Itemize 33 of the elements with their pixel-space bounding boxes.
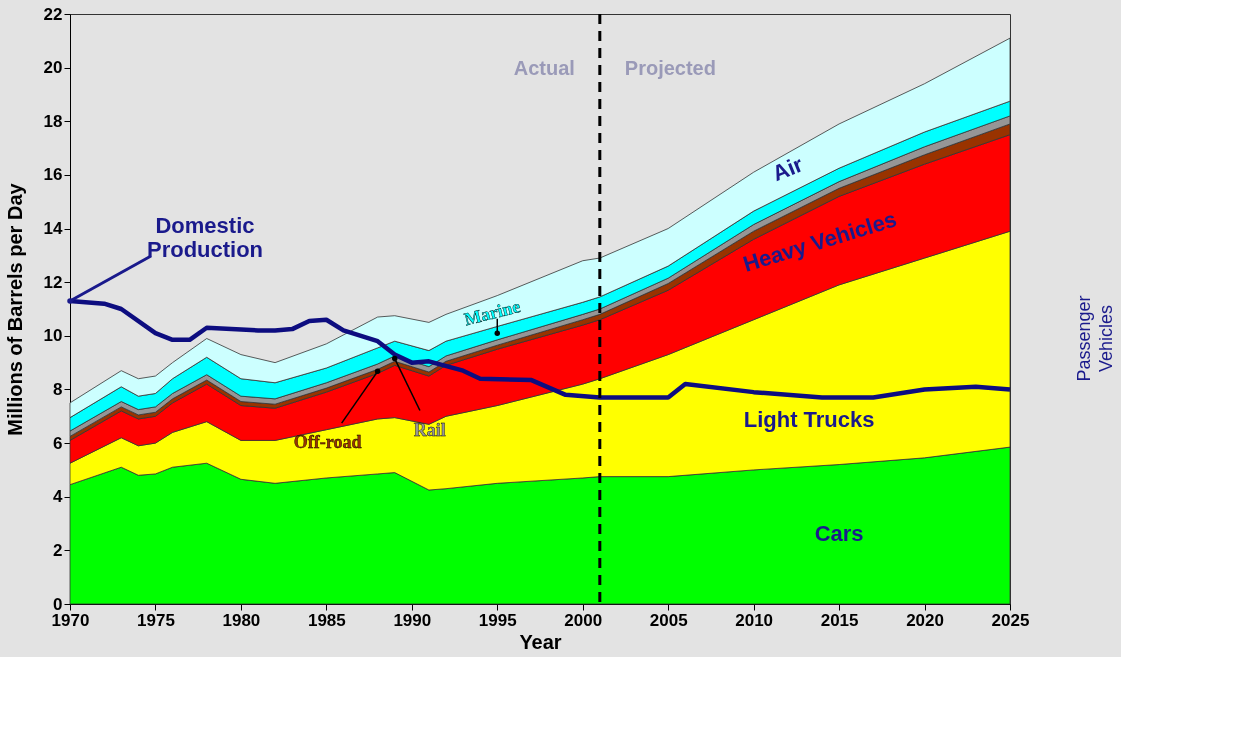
series-label: Light Trucks (743, 406, 875, 432)
text: Marine (462, 296, 523, 330)
x-tick-label: 2015 (820, 610, 859, 630)
text: Passenger Vehicles (1074, 295, 1116, 382)
x-tick-label: 2025 (991, 610, 1030, 630)
y-tick-label: 14 (43, 219, 64, 239)
y-tick-label: 6 (53, 433, 63, 453)
x-tick-label: 2020 (906, 610, 944, 630)
y-axis-title: Millions of Barrels per Day (3, 182, 26, 436)
y-tick-label: 16 (43, 165, 63, 185)
text: Rail (413, 419, 446, 440)
x-axis-title: Year (519, 630, 562, 653)
x-tick-label: 2005 (649, 610, 688, 630)
text: Domestic Production (146, 212, 264, 262)
x-tick-label: 1975 (137, 610, 175, 630)
y-tick-label: 12 (43, 272, 63, 292)
x-tick-label: 1985 (307, 610, 346, 630)
series-label: Air (768, 151, 807, 187)
y-tick-label: 2 (53, 540, 63, 560)
x-tick-label: 1980 (222, 610, 261, 630)
y-tick-label: 10 (43, 326, 63, 346)
annotation: Actual (513, 57, 575, 79)
x-tick-label: 2000 (564, 610, 603, 630)
x-tick-label: 1995 (478, 610, 517, 630)
y-tick-label: 20 (43, 58, 63, 78)
annotation: Projected (624, 57, 716, 79)
y-tick-label: 4 (53, 487, 64, 507)
series-label: Heavy Vehicles (740, 206, 900, 277)
x-tick-label: 2010 (735, 610, 774, 630)
y-tick-label: 18 (43, 111, 63, 131)
y-tick-label: 8 (53, 379, 63, 399)
y-tick-label: 22 (43, 4, 63, 24)
x-tick-label: 1990 (393, 610, 432, 630)
